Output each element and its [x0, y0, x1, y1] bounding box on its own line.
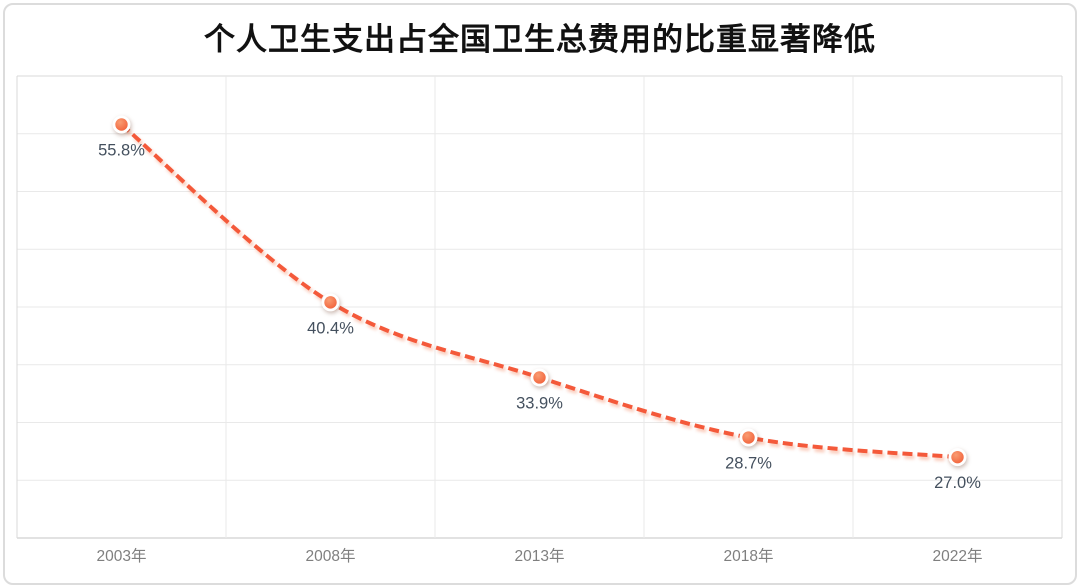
data-point-label: 55.8% [98, 142, 145, 160]
x-axis-label: 2022年 [933, 547, 983, 565]
data-point-label: 28.7% [725, 455, 772, 473]
x-axis-label: 2008年 [306, 547, 356, 565]
data-point-label: 33.9% [516, 394, 563, 412]
data-point-dot [115, 118, 128, 131]
chart-card: 个人卫生支出占全国卫生总费用的比重显著降低 [3, 3, 1077, 585]
x-axis-label: 2013年 [515, 547, 565, 565]
data-point-dot [742, 431, 755, 444]
data-point-label: 27.0% [934, 474, 981, 492]
data-point-dot [533, 371, 546, 384]
chart-title: 个人卫生支出占全国卫生总费用的比重显著降低 [204, 22, 876, 57]
data-point-dot [951, 450, 964, 464]
series-line [120, 122, 958, 460]
data-point-dot [324, 296, 337, 309]
x-axis-label: 2018年 [724, 547, 774, 565]
x-axis-label: 2003年 [97, 547, 147, 565]
data-point-label: 40.4% [307, 319, 354, 337]
